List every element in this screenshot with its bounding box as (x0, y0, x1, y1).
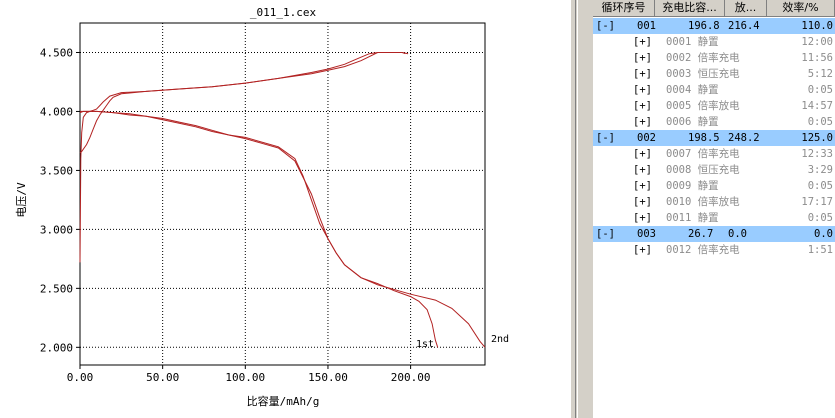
y-tick-label: 2.000 (40, 341, 73, 354)
cycle-row[interactable]: [-] 002 198.5 248.2 125.0 (593, 130, 835, 146)
column-header-efficiency[interactable]: 效率/% (767, 0, 835, 17)
series-line-1st-discharge (80, 110, 439, 348)
panel-splitter[interactable] (570, 0, 593, 418)
expand-toggle[interactable]: [+] (633, 164, 652, 176)
cycle-id: 001 (637, 20, 656, 32)
step-time: 0:05 (807, 116, 833, 128)
charge-capacity: 26.7 (688, 228, 714, 240)
expand-toggle[interactable]: [+] (633, 84, 652, 96)
step-time: 11:56 (801, 52, 833, 64)
y-tick-label: 2.500 (40, 282, 73, 295)
step-label: 0011 静置 (666, 212, 719, 224)
x-tick-label: 50.00 (146, 371, 179, 384)
step-row[interactable]: [+] 0010 倍率放电 17:17 (593, 194, 835, 210)
step-row[interactable]: [+] 0007 倍率充电 12:33 (593, 146, 835, 162)
step-time: 0:05 (807, 180, 833, 192)
expand-toggle[interactable]: [+] (633, 100, 652, 112)
step-row[interactable]: [+] 0008 恒压充电 3:29 (593, 162, 835, 178)
step-row[interactable]: [+] 0006 静置 0:05 (593, 114, 835, 130)
splitter-grip-highlight (577, 0, 578, 418)
expand-toggle[interactable]: [+] (633, 52, 652, 64)
collapse-toggle[interactable]: [-] (596, 132, 615, 144)
grid-lines (80, 23, 485, 365)
y-tick-label: 3.500 (40, 164, 73, 177)
step-label: 0001 静置 (666, 36, 719, 48)
step-row[interactable]: [+] 0005 倍率放电 14:57 (593, 98, 835, 114)
y-tick-label: 4.000 (40, 105, 73, 118)
x-tick-label: 200.00 (391, 371, 431, 384)
efficiency: 125.0 (801, 132, 833, 144)
step-row[interactable]: [+] 0012 倍率充电 1:51 (593, 242, 835, 258)
x-tick-label: 100.00 (225, 371, 265, 384)
step-label: 0007 倍率充电 (666, 148, 740, 160)
step-time: 0:05 (807, 84, 833, 96)
step-row[interactable]: [+] 0009 静置 0:05 (593, 178, 835, 194)
splitter-grip (575, 0, 576, 418)
step-label: 0002 倍率充电 (666, 52, 740, 64)
plot-area (79, 22, 486, 366)
step-label: 0008 恒压充电 (666, 164, 740, 176)
step-label: 0004 静置 (666, 84, 719, 96)
expand-toggle[interactable]: [+] (633, 116, 652, 128)
series-line-2nd-charge (79, 52, 409, 154)
step-time: 12:33 (801, 148, 833, 160)
chart-title: _011_1.cex (250, 6, 317, 19)
collapse-toggle[interactable]: [-] (596, 20, 615, 32)
charge-capacity: 198.5 (688, 132, 720, 144)
step-label: 0003 恒压充电 (666, 68, 740, 80)
expand-toggle[interactable]: [+] (633, 212, 652, 224)
step-label: 0009 静置 (666, 180, 719, 192)
cycle-table: 循环序号 充电比容... 放... 效率/% [-] 001 196.8 216.4 1… (593, 0, 835, 418)
annotation-2nd: 2nd (491, 334, 509, 345)
cycle-row[interactable]: [-] 001 196.8 216.4 110.0 (593, 18, 835, 34)
efficiency: 0.0 (814, 228, 833, 240)
annotation-1st: 1st (416, 339, 434, 350)
expand-toggle[interactable]: [+] (633, 68, 652, 80)
y-tick-label: 4.500 (40, 46, 73, 59)
column-header-discharge-capacity[interactable]: 放... (725, 0, 767, 17)
x-axis-label: 比容量/mAh/g (247, 394, 320, 408)
column-header-charge-capacity[interactable]: 充电比容... (655, 0, 725, 17)
efficiency: 110.0 (801, 20, 833, 32)
expand-toggle[interactable]: [+] (633, 244, 652, 256)
step-time: 3:29 (807, 164, 833, 176)
axis-ticks: 0.00 50.00 100.00 150.00 200.00 2.000 2.500 3.0… (40, 46, 431, 384)
expand-toggle[interactable]: [+] (633, 196, 652, 208)
step-time: 1:51 (807, 244, 833, 256)
charge-capacity: 196.8 (688, 20, 720, 32)
cycle-row[interactable]: [-] 003 26.7 0.0 0.0 (593, 226, 835, 242)
step-time: 14:57 (801, 100, 833, 112)
discharge-capacity: 216.4 (728, 20, 760, 32)
expand-toggle[interactable]: [+] (633, 180, 652, 192)
data-series (79, 52, 486, 348)
step-row[interactable]: [+] 0001 静置 12:00 (593, 34, 835, 50)
step-label: 0005 倍率放电 (666, 100, 740, 112)
cycle-id: 002 (637, 132, 656, 144)
y-tick-label: 3.000 (40, 223, 73, 236)
step-row[interactable]: [+] 0003 恒压充电 5:12 (593, 66, 835, 82)
y-axis-label: 电压/V (15, 182, 28, 218)
chart-panel: _011_1.cex 0.00 50.00 100.00 150.00 200.00 2.… (15, 6, 510, 408)
step-row[interactable]: [+] 0011 静置 0:05 (593, 210, 835, 226)
collapse-toggle[interactable]: [-] (596, 228, 615, 240)
cycle-id: 003 (637, 228, 656, 240)
expand-toggle[interactable]: [+] (633, 36, 652, 48)
discharge-capacity: 0.0 (728, 228, 747, 240)
x-tick-label: 0.00 (67, 371, 94, 384)
x-tick-label: 150.00 (308, 371, 348, 384)
step-label: 0006 静置 (666, 116, 719, 128)
column-header-cycle[interactable]: 循环序号 (593, 0, 655, 17)
series-line-2nd-discharge (79, 110, 486, 348)
step-time: 12:00 (801, 36, 833, 48)
voltage-capacity-chart: _011_1.cex 0.00 50.00 100.00 150.00 200.00 2.… (15, 6, 509, 408)
step-label: 0010 倍率放电 (666, 196, 740, 208)
step-time: 0:05 (807, 212, 833, 224)
step-time: 5:12 (807, 68, 833, 80)
step-row[interactable]: [+] 0002 倍率充电 11:56 (593, 50, 835, 66)
step-time: 17:17 (801, 196, 833, 208)
step-label: 0012 倍率充电 (666, 244, 740, 256)
expand-toggle[interactable]: [+] (633, 148, 652, 160)
discharge-capacity: 248.2 (728, 132, 760, 144)
step-row[interactable]: [+] 0004 静置 0:05 (593, 82, 835, 98)
